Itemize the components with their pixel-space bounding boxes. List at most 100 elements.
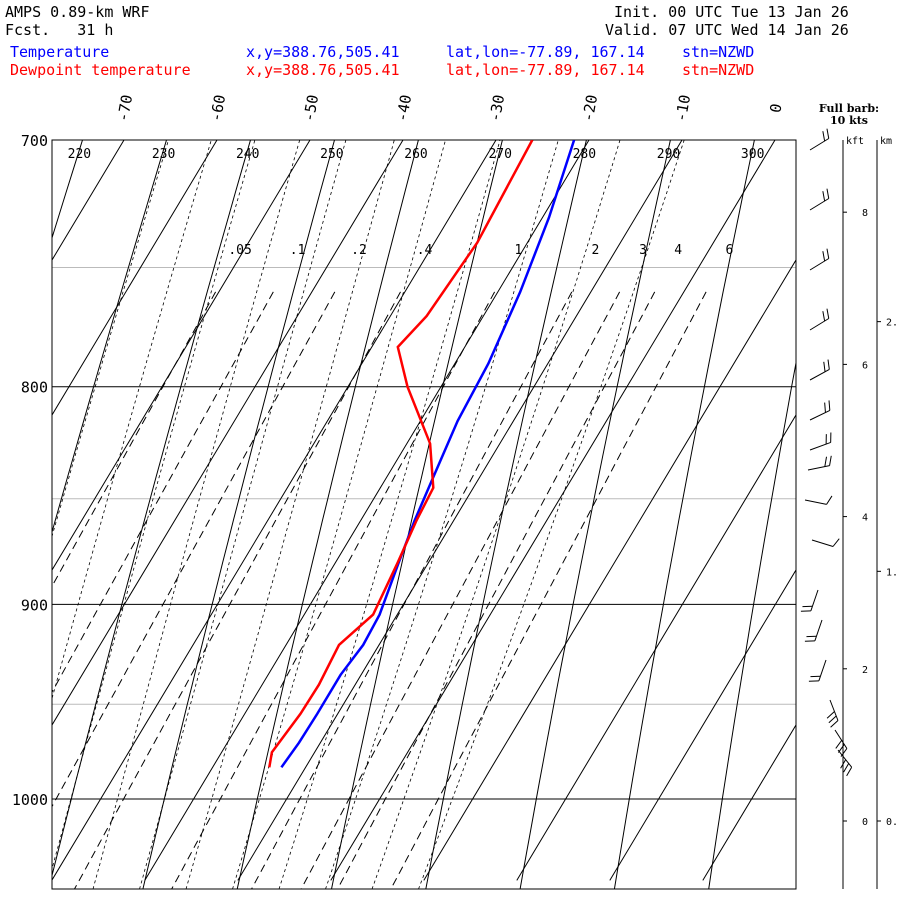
wind-barb-staff [809,409,831,421]
valid-time: Valid. 07 UTC Wed 14 Jan 26 [605,21,849,39]
isotherm [52,140,218,416]
temperature-xy: x,y=388.76,505.41 [246,43,400,61]
wind-barb-flag [846,766,853,777]
wind-barb [826,699,839,728]
isotherm [423,259,796,881]
dry-adiabat [803,113,900,889]
mixing-ratio-line [337,291,656,889]
wind-barb [811,538,840,547]
pressure-tick-label: 1000 [12,791,48,809]
isotherm [237,140,683,881]
dewpoint-station: stn=NZWD [682,61,755,79]
km-tick-label: 0. [886,817,898,828]
moist-adiabats [52,140,685,889]
temperature-tick-label: -70 [114,93,136,123]
dry-adiabat-label: 270 [488,147,511,162]
wind-barb-staff [829,699,839,721]
isotherm [144,140,590,881]
moist-adiabat [52,140,256,871]
wind-barb [809,400,831,421]
dewpoint-profile [268,140,534,768]
dry-adiabat [519,140,671,889]
moist-adiabat [371,140,621,889]
dry-adiabat [52,140,168,534]
dry-adiabats [0,113,900,889]
dry-adiabat [0,113,7,889]
pressure-tick-label: 700 [21,132,48,150]
model-title: AMPS 0.89-km WRF [5,3,150,21]
isotherm [609,569,796,881]
mixing-ratio-label: 1 [514,243,522,258]
kft-tick-label: 8 [862,208,868,219]
wind-barb-staff [814,619,823,641]
temperature-tick-label: 0 [766,102,785,114]
mixing-ratio-label: .4 [417,243,433,258]
wind-barb-flag [822,131,826,142]
barb-legend: Full barb: 10 kts [808,103,890,127]
wind-barb [837,749,853,777]
mixing-ratio-line [171,291,496,889]
moist-adiabat [232,140,446,889]
wind-barb-flag [826,188,830,199]
mixing-ratio-lines [52,291,707,889]
barb-legend-line2: 10 kts [829,114,869,127]
dry-adiabat [708,360,796,889]
mixing-ratio-label: 4 [674,243,682,258]
kft-tick-label: 2 [862,665,868,676]
init-time: Init. 00 UTC Tue 13 Jan 26 [614,3,849,21]
wind-barb [809,432,832,451]
isotherm [0,140,31,880]
mixing-ratio-label: 6 [725,243,733,258]
temperature-station: stn=NZWD [682,43,755,61]
dry-adiabat [52,140,252,878]
isobars [52,139,796,800]
mixing-ratio-line [300,291,621,889]
temperature-tick-label: -20 [579,93,601,123]
wind-barb-staff [809,369,830,381]
mixing-ratio-line [251,291,573,889]
dry-adiabat-label: 250 [320,147,343,162]
temperature-tick-label: -40 [393,93,415,123]
dry-adiabat-label: 240 [236,147,259,162]
km-tick-label: 1. [886,567,898,578]
isotherms [0,140,796,881]
km-label: km [880,136,892,147]
mixing-ratio-label: .1 [290,243,306,258]
isotherm [52,140,497,881]
isotherm [52,140,404,726]
wind-barb [809,128,830,151]
wind-barb-flag [830,720,839,728]
barb-legend-line1: Full barb: [818,102,880,115]
wind-barb-staff [809,138,830,151]
pressure-tick-label: 800 [21,379,48,397]
dry-adiabat [236,140,419,889]
wind-barb-flag [826,711,835,719]
wind-barb-staff [807,465,830,471]
wind-barb-staff [809,258,830,271]
isotherm [330,140,776,881]
kft-label: kft [846,136,864,147]
wind-barb-staff [834,729,848,749]
mixing-ratio-line [52,291,217,588]
dry-adiabat-label: 280 [573,147,596,162]
wind-barb-flag [829,455,832,466]
wind-barb [808,659,827,682]
wind-barb-flag [828,400,831,411]
mixing-ratio-line [73,291,401,889]
wind-barb [804,619,823,642]
wind-barb-staff [809,198,830,211]
wind-barb-flag [822,251,826,262]
isotherm [516,414,796,881]
dry-adiabat-label: 230 [152,147,175,162]
dewpoint-latlon: lat,lon=-77.89, 167.14 [446,61,645,79]
temperature-tick-label: -30 [486,93,508,123]
wind-barb [809,359,830,381]
wind-barb-flag [822,311,826,322]
temperature-tick-label: -10 [672,93,694,123]
mixing-ratio-label: 3 [639,243,647,258]
isotherm [702,724,796,881]
dry-adiabat [613,140,755,889]
dry-adiabat-label: 220 [68,147,91,162]
wind-barb [804,495,833,505]
